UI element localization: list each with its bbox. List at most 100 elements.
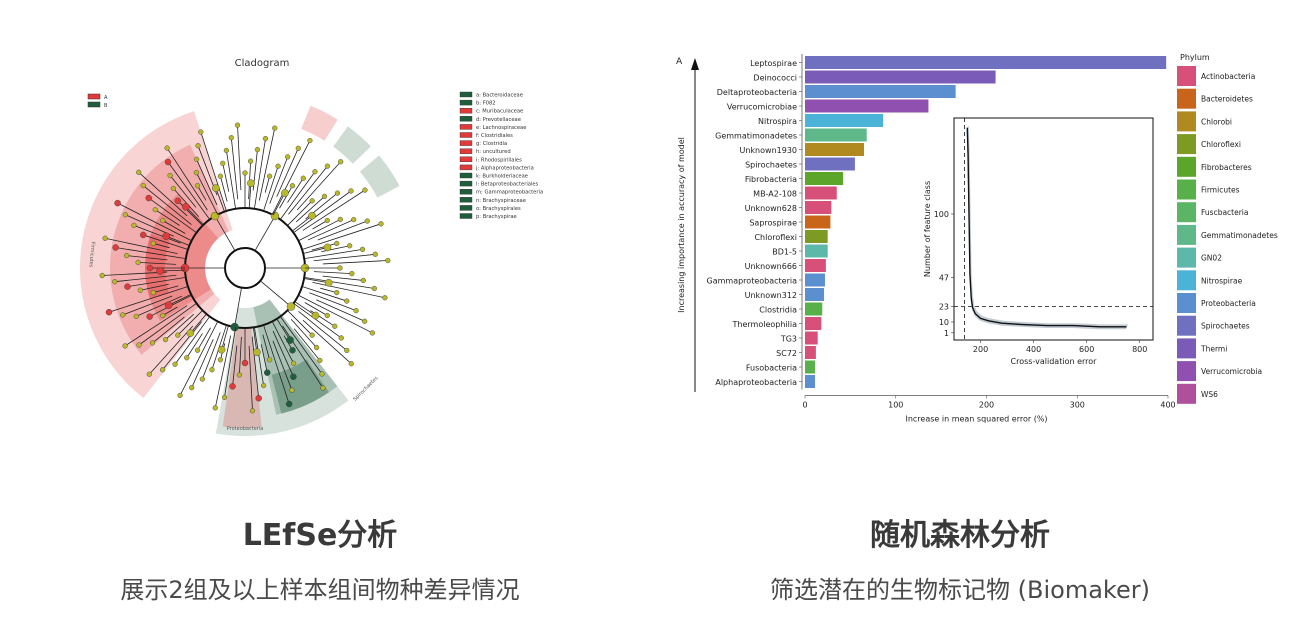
tree-branch — [149, 325, 194, 375]
tree-node — [184, 355, 190, 361]
tree-branch — [304, 278, 329, 284]
bar — [805, 288, 825, 301]
tree-branch — [185, 206, 204, 226]
tree-branch — [234, 287, 242, 328]
tree-node — [382, 295, 388, 301]
tree-node — [194, 183, 201, 189]
legend-swatch — [1177, 134, 1196, 155]
tree-branch — [260, 280, 292, 307]
tree-node — [338, 159, 344, 165]
legend-swatch — [1177, 224, 1196, 245]
taxa-legend-swatch — [459, 172, 473, 179]
tree-branch — [312, 220, 328, 230]
tree-branch — [179, 321, 219, 396]
tree-branch — [200, 131, 227, 212]
tree-node — [334, 190, 341, 196]
tree-branch — [115, 247, 186, 260]
tree-node — [124, 283, 131, 290]
tree-branch — [124, 305, 188, 347]
legend-swatch — [1177, 88, 1196, 109]
tree-node — [140, 231, 147, 239]
tree-branch — [262, 334, 270, 360]
phylum-legend: Phylum Actinobacteria Bacteroidetes Chlorob… — [1177, 53, 1278, 404]
tree-branch — [298, 294, 373, 334]
tree-node — [124, 252, 130, 259]
tree-node — [160, 312, 166, 319]
tree-node — [307, 137, 313, 144]
cross-validation-inset: 200 400 600 800 1 10 23 47 100 Cross-validation e… — [923, 117, 1154, 366]
tree-node — [102, 235, 108, 241]
x-tick-label: 400 — [1160, 401, 1175, 410]
taxa-legend-swatch — [459, 107, 473, 114]
category-label: Gemmatimonadetes — [715, 132, 797, 141]
inset-x-label: Cross-validation error — [1011, 357, 1098, 366]
tree-node — [348, 188, 354, 194]
clade-sectors: Firmicutes Proteobacteria Spirochaetes — [80, 105, 400, 436]
tree-node — [146, 313, 153, 320]
tree-node — [275, 163, 281, 169]
taxa-legend-item: g: Clostridia — [476, 141, 507, 147]
bar — [805, 157, 855, 171]
bar-axes: Increasing importance in accuracy of mod… — [677, 54, 1176, 424]
taxa-legend-swatch — [459, 156, 473, 163]
legend-label: Fuscbacteria — [1201, 208, 1249, 217]
tree-node — [324, 217, 330, 224]
tree-node — [177, 392, 183, 399]
tree-node — [255, 395, 262, 402]
taxa-legend-item: h: uncultured — [476, 149, 511, 155]
bar — [805, 244, 828, 258]
tree-branch — [197, 327, 211, 351]
sector-firmicutes — [80, 111, 233, 399]
tree-node — [362, 318, 368, 324]
tree-node — [311, 311, 320, 320]
tree-node — [289, 183, 296, 189]
tree-node — [167, 172, 173, 179]
tree-branch — [312, 281, 385, 299]
legend-swatch — [1177, 293, 1196, 313]
tree-node — [234, 122, 241, 128]
tree-node — [337, 265, 343, 271]
sector-bacteroidaceae — [359, 155, 400, 198]
tree-node — [236, 372, 243, 378]
tree-branch — [296, 196, 325, 223]
taxa-legend-swatch — [459, 180, 473, 187]
legend-swatch — [1177, 383, 1196, 404]
tree-branch — [276, 318, 291, 341]
legend-label: Fibrobacteres — [1201, 163, 1252, 172]
tree-node — [114, 199, 121, 207]
y-axis-arrowhead — [691, 58, 699, 70]
tree-branch — [126, 255, 168, 261]
tree-branch — [117, 202, 192, 242]
x-tick-label: 100 — [888, 401, 903, 410]
tree-branch — [290, 319, 317, 348]
tree-node — [182, 203, 190, 211]
tree-node — [133, 313, 139, 320]
group-legend-swatch — [87, 93, 101, 100]
category-label: Unknown312 — [745, 291, 797, 300]
tree-node — [170, 185, 177, 192]
tree-branch — [264, 176, 270, 193]
tree-node — [217, 173, 224, 179]
tree-branch — [263, 324, 290, 405]
tree-node — [230, 322, 239, 332]
tree-node — [112, 279, 118, 285]
tree-node — [146, 371, 152, 377]
tree-node — [193, 156, 200, 162]
tree-node — [162, 232, 170, 240]
bar — [805, 302, 823, 316]
tree-node — [209, 367, 215, 373]
tree-node — [146, 264, 154, 272]
bar-series — [805, 56, 1167, 388]
tree-branch — [230, 137, 239, 200]
tree-branch — [294, 301, 316, 316]
taxa-legend-swatch — [459, 99, 473, 106]
tree-node — [120, 312, 126, 318]
tree-branch — [102, 271, 168, 276]
legend-label: Actinobacteria — [1201, 72, 1255, 81]
taxa-legend-swatch — [459, 188, 473, 195]
category-label: MB-A2-108 — [753, 190, 797, 199]
tree-branch — [177, 310, 203, 336]
tree-branch — [148, 197, 197, 234]
legend-swatch — [1177, 338, 1196, 359]
legend-label: Bacteroidetes — [1201, 95, 1253, 104]
